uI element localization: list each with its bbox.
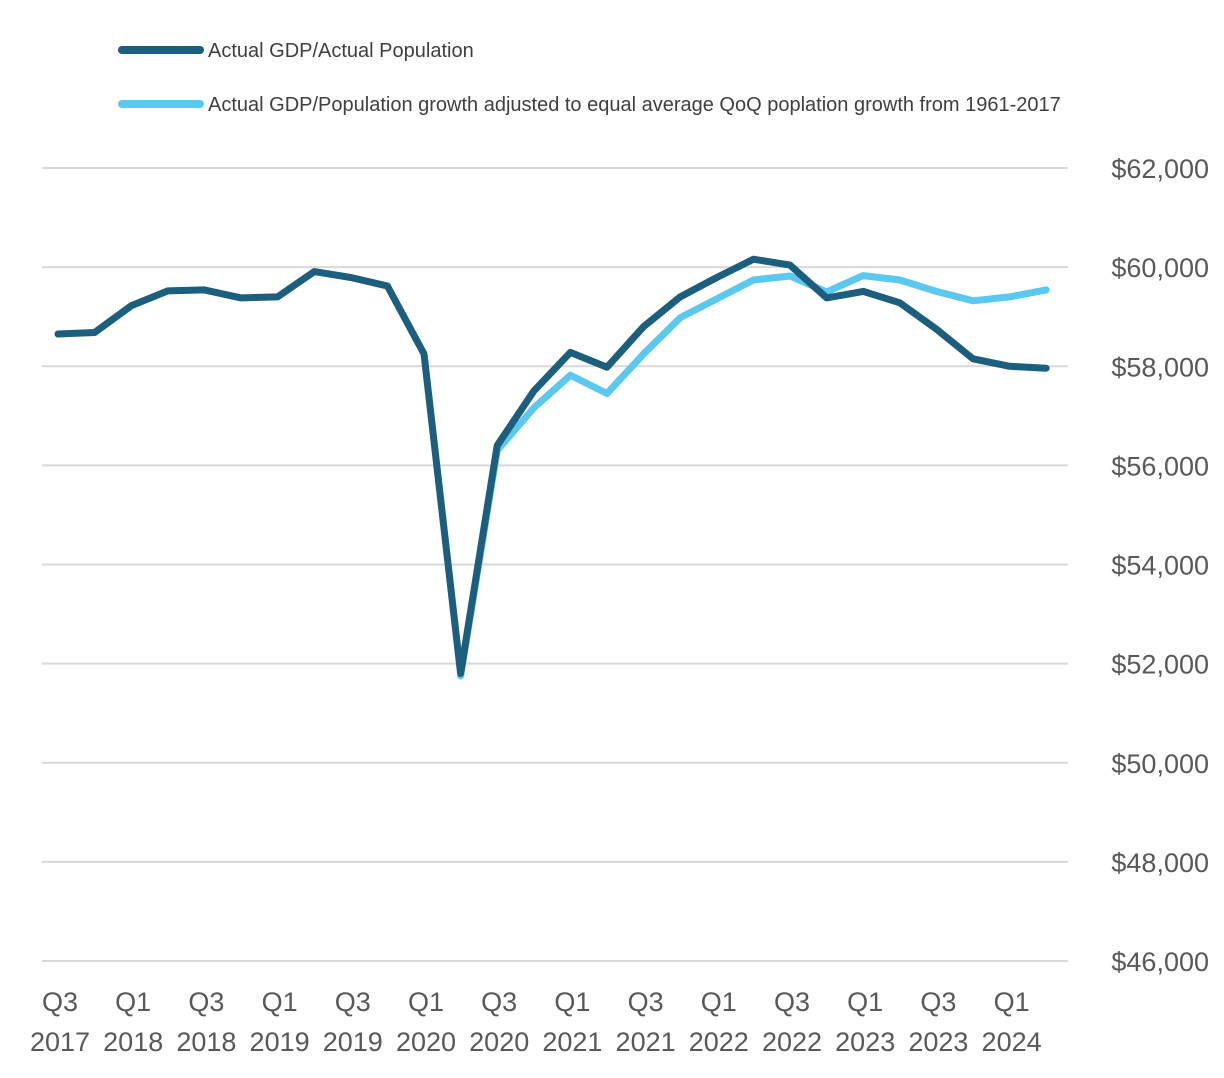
- y-tick-label: $62,000: [1111, 154, 1209, 184]
- x-tick-quarter: Q1: [115, 987, 151, 1017]
- legend-label-1: Actual GDP/Actual Population: [208, 40, 474, 62]
- x-tick-year: 2023: [908, 1027, 968, 1057]
- y-tick-label: $46,000: [1111, 947, 1209, 977]
- legend: Actual GDP/Actual Population Actual GDP/P…: [118, 40, 1061, 116]
- y-axis: $46,000 $48,000 $50,000 $52,000 $54,000 $56,0…: [1111, 154, 1209, 977]
- x-tick-year: 2022: [762, 1027, 822, 1057]
- legend-label-2: Actual GDP/Population growth adjusted to…: [208, 94, 1061, 116]
- y-tick-label: $56,000: [1111, 451, 1209, 481]
- y-tick-label: $50,000: [1111, 749, 1209, 779]
- x-tick-year: 2018: [103, 1027, 163, 1057]
- x-tick-quarter: Q3: [920, 987, 956, 1017]
- y-tick-label: $54,000: [1111, 551, 1209, 581]
- x-tick-year: 2023: [835, 1027, 895, 1057]
- x-tick-year: 2020: [396, 1027, 456, 1057]
- x-tick-year: 2019: [250, 1027, 310, 1057]
- x-tick-quarter: Q3: [188, 987, 224, 1017]
- x-tick-quarter: Q3: [628, 987, 664, 1017]
- x-tick-quarter: Q3: [481, 987, 517, 1017]
- x-axis: Q3 2017 Q1 2018 Q3 2018 Q1 2019 Q3 2019 Q1 2020 Q3 20…: [30, 987, 1042, 1057]
- series-group: [54, 255, 1050, 680]
- y-tick-label: $52,000: [1111, 650, 1209, 680]
- x-tick-quarter: Q3: [42, 987, 78, 1017]
- x-tick-year: 2018: [176, 1027, 236, 1057]
- x-tick-year: 2020: [469, 1027, 529, 1057]
- y-tick-label: $48,000: [1111, 848, 1209, 878]
- x-tick-quarter: Q1: [408, 987, 444, 1017]
- x-tick-year: 2024: [982, 1027, 1042, 1057]
- series-line-2: [457, 272, 1050, 680]
- x-tick-quarter: Q1: [994, 987, 1030, 1017]
- x-tick-year: 2017: [30, 1027, 90, 1057]
- series-line-1: [54, 255, 1050, 677]
- y-tick-label: $60,000: [1111, 253, 1209, 283]
- y-tick-label: $58,000: [1111, 352, 1209, 382]
- x-tick-year: 2019: [323, 1027, 383, 1057]
- x-tick-quarter: Q1: [262, 987, 298, 1017]
- x-tick-quarter: Q1: [847, 987, 883, 1017]
- x-tick-quarter: Q3: [335, 987, 371, 1017]
- x-tick-year: 2021: [616, 1027, 676, 1057]
- x-tick-year: 2022: [689, 1027, 749, 1057]
- x-tick-quarter: Q1: [701, 987, 737, 1017]
- x-tick-quarter: Q3: [774, 987, 810, 1017]
- x-tick-year: 2021: [542, 1027, 602, 1057]
- x-tick-quarter: Q1: [554, 987, 590, 1017]
